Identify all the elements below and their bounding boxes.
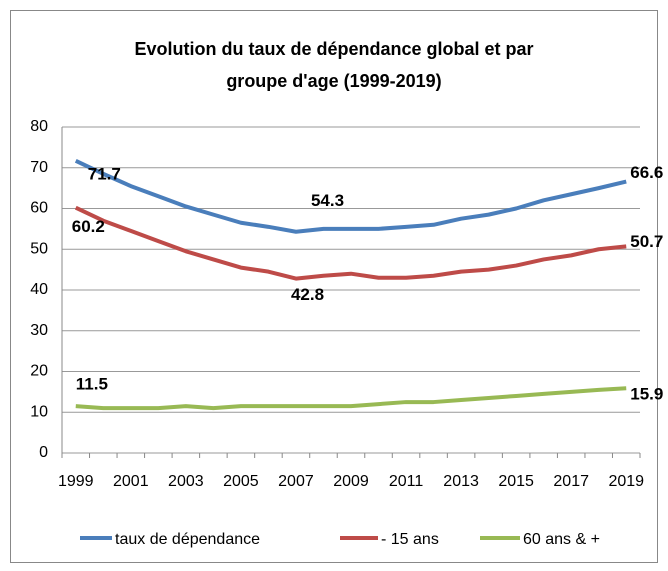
data-label: 71.7 [88, 164, 121, 183]
x-tick-label: 2011 [389, 473, 424, 490]
x-tick-label: 2015 [498, 473, 534, 490]
series-line [75, 386, 627, 411]
x-tick-label: 2013 [443, 473, 479, 490]
legend-label: 60 ans & + [523, 531, 600, 548]
x-tick-label: 2005 [223, 473, 259, 490]
y-tick-label: 40 [30, 281, 48, 298]
y-tick-label: 30 [30, 322, 48, 339]
chart-title: Evolution du taux de dépendance global e… [134, 39, 533, 59]
chart-frame [10, 10, 658, 563]
data-label: 54.3 [311, 191, 344, 210]
y-tick-label: 50 [30, 240, 48, 257]
y-tick-label: 70 [30, 159, 48, 176]
y-tick-label: 60 [30, 200, 48, 217]
legend-label: - 15 ans [381, 531, 439, 548]
x-tick-label: 2009 [333, 473, 369, 490]
x-tick-label: 2019 [608, 473, 644, 490]
data-label: 66.6 [630, 163, 663, 182]
y-tick-label: 0 [39, 444, 48, 461]
x-tick-label: 2007 [278, 473, 314, 490]
series-line [74, 205, 627, 281]
data-label: 42.8 [291, 285, 324, 304]
series-line [74, 159, 627, 234]
y-tick-label: 80 [30, 118, 48, 135]
legend-label: taux de dépendance [115, 531, 260, 548]
x-tick-label: 2017 [553, 473, 589, 490]
x-tick-label: 1999 [58, 473, 94, 490]
x-tick-label: 2003 [168, 473, 204, 490]
data-label: 50.7 [630, 232, 663, 251]
y-tick-label: 20 [30, 363, 48, 380]
data-label: 60.2 [72, 217, 105, 236]
y-tick-label: 10 [30, 403, 48, 420]
data-label: 11.5 [76, 375, 108, 394]
data-label: 15.9 [630, 385, 663, 404]
chart-title: groupe d'age (1999-2019) [226, 71, 441, 91]
x-tick-label: 2001 [113, 473, 149, 490]
